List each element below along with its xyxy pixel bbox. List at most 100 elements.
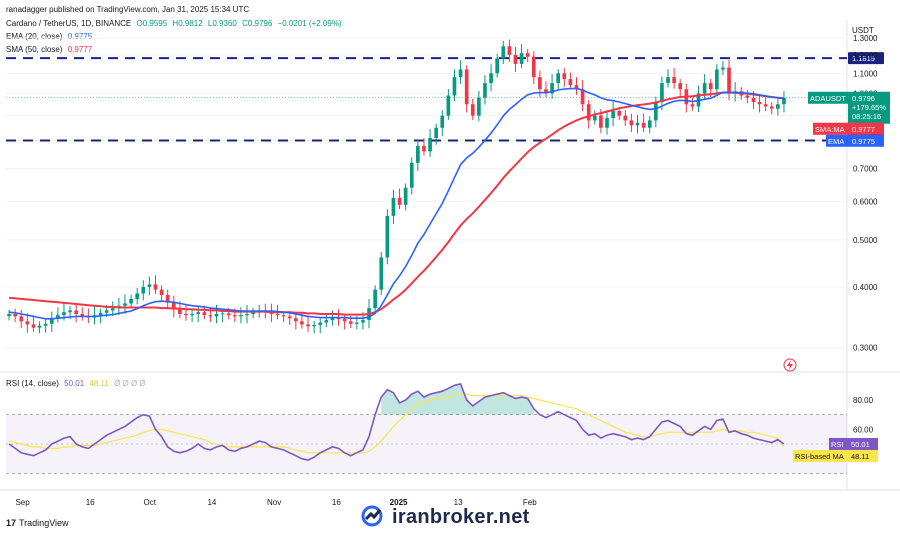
candle-body	[287, 316, 292, 319]
candle-body	[653, 102, 658, 121]
rsi-panel	[6, 382, 847, 474]
candle-body	[25, 321, 30, 325]
candle-body	[202, 312, 207, 316]
candle-body	[171, 302, 176, 310]
candle-body	[62, 312, 66, 316]
candle-body	[568, 79, 573, 86]
candle-body	[751, 97, 756, 103]
rsi-tag-value: 50.01	[851, 440, 870, 449]
candle-body	[391, 197, 396, 216]
x-tick-label: 16	[332, 498, 341, 507]
sma-line	[9, 91, 784, 316]
candle-body	[672, 77, 676, 84]
candle-body	[574, 85, 579, 90]
rsi-line	[8, 382, 785, 461]
moving-averages	[9, 87, 784, 320]
candle-body	[635, 122, 640, 126]
candle-body	[409, 162, 414, 188]
watermark: iranbroker.net	[360, 505, 530, 529]
candle-body	[165, 295, 170, 303]
candle-body	[80, 313, 85, 317]
x-tick-label: Oct	[143, 498, 156, 507]
last-price-value: 0.9796	[852, 94, 875, 103]
tv-logo-icon: 17	[6, 518, 17, 528]
ema-legend[interactable]: EMA (20, close) 0.9775	[6, 32, 95, 41]
rsi-ma-tag-label: RSI-based MA	[795, 452, 844, 461]
price-tick-label: 1.2000	[853, 51, 878, 60]
candle-body	[226, 313, 231, 316]
candle-body	[782, 97, 786, 105]
candle-body	[495, 58, 500, 74]
candle-body	[56, 315, 60, 319]
candle-body	[385, 215, 390, 258]
candle-body	[501, 46, 506, 59]
level-tag	[848, 52, 884, 65]
rsi-ma-line	[8, 393, 785, 454]
candle-body	[379, 257, 384, 290]
candle-body	[110, 308, 115, 311]
x-tick-label: 14	[207, 498, 216, 507]
candle-body	[623, 115, 628, 121]
candle-body	[629, 120, 634, 126]
rsi-ma-tag-box	[793, 449, 848, 462]
tv-logo-text: TradingView	[19, 518, 69, 528]
candle-body	[251, 312, 255, 314]
rsi-ma-legend-value: 48.11	[89, 379, 109, 388]
symbol-line: Cardano / TetherUS, 1D, BINANCE O0.9595 …	[6, 19, 345, 28]
rsi-overbought-fill	[381, 383, 534, 415]
ema-tag-label: EMA	[828, 137, 844, 146]
lightning-icon[interactable]	[783, 358, 797, 372]
candle-body	[422, 145, 426, 152]
candle-body	[184, 313, 188, 316]
candle-body	[440, 115, 445, 128]
candle-body	[727, 67, 731, 94]
candle-body	[556, 73, 561, 84]
sma-legend[interactable]: SMA (50, close) 0.9777	[6, 45, 95, 54]
candle-body	[605, 118, 609, 128]
candle-body	[580, 89, 585, 105]
candle-body	[660, 83, 664, 103]
tradingview-logo[interactable]: 17 TradingView	[6, 518, 69, 528]
ema-legend-value: 0.9775	[67, 32, 93, 41]
candle-body	[13, 313, 17, 317]
candle-body	[721, 67, 725, 70]
symbol-title: Cardano / TetherUS, 1D, BINANCE	[6, 19, 132, 28]
x-tick-label: Sep	[15, 498, 30, 507]
ema-line	[9, 87, 784, 320]
x-tick-label: Nov	[267, 498, 281, 507]
candle-body	[397, 197, 402, 205]
currency-label: USDT	[852, 26, 874, 35]
candle-body	[37, 325, 42, 328]
sma-tag-box	[813, 122, 848, 135]
candle-body	[489, 73, 493, 84]
rsi-value-box	[848, 437, 878, 450]
rsi-ma-value-box	[848, 449, 878, 462]
x-tick-label: 2025	[390, 498, 408, 507]
candle-body	[715, 69, 719, 90]
ohlc-high: H0.9812	[172, 19, 203, 28]
candle-body	[245, 313, 249, 316]
rsi-ma-tag-value: 48.11	[851, 452, 869, 461]
candle-body	[318, 322, 323, 326]
candle-body	[348, 321, 353, 324]
candle-body	[220, 313, 225, 315]
candle-body	[666, 77, 670, 84]
candle-body	[599, 115, 603, 128]
candle-body	[275, 313, 280, 316]
price-tags: ADAUSDT 0.9796+179.65%08:25:16 SMA:MA 0.977…	[783, 91, 890, 462]
rsi-legend[interactable]: RSI (14, close) 50.01 48.11 Ø Ø Ø Ø	[6, 379, 149, 388]
candle-body	[416, 145, 420, 163]
candle-body	[49, 318, 54, 324]
candle-body	[19, 316, 24, 322]
candle-body	[43, 323, 48, 326]
candle-body	[123, 303, 127, 306]
candle-body	[281, 315, 286, 317]
candles	[7, 39, 786, 334]
candle-body	[452, 77, 457, 96]
x-tick-label: 16	[86, 498, 95, 507]
ema-legend-label: EMA (20, close)	[6, 32, 63, 41]
candle-body	[196, 312, 201, 314]
x-tick-label: Feb	[523, 498, 537, 507]
candle-body	[745, 95, 750, 98]
